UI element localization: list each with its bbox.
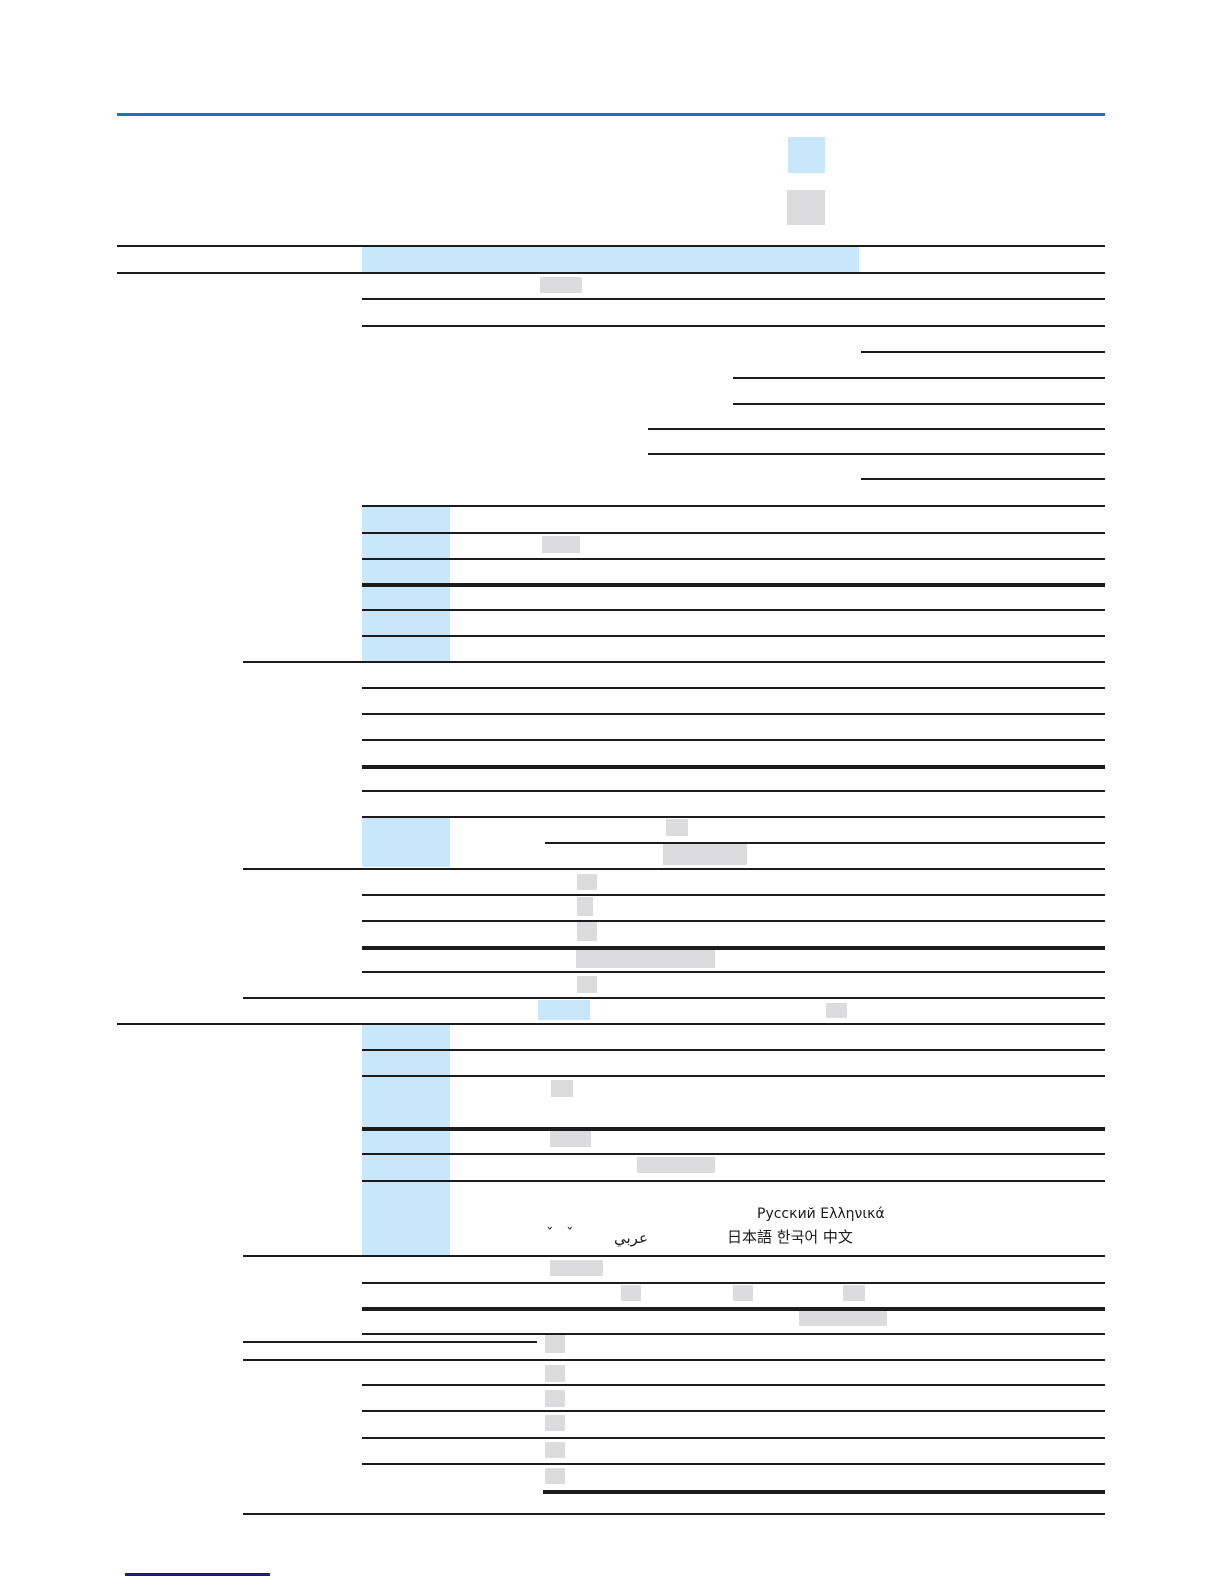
row-line [362, 920, 1105, 922]
highlight-row-bar [362, 246, 859, 272]
redacted-text-box [843, 1285, 865, 1301]
redacted-text-box [637, 1157, 715, 1173]
redacted-text-box [542, 536, 580, 553]
row-line-thick [362, 1307, 1105, 1311]
redacted-text-box [551, 1080, 573, 1097]
row-line [733, 403, 1105, 405]
redacted-text-box [545, 1335, 565, 1353]
section-divider-line [243, 1359, 1105, 1361]
section-divider-line [117, 1023, 1105, 1025]
row-line [648, 453, 1105, 455]
redacted-text-box [545, 1415, 565, 1431]
row-line [362, 790, 1105, 792]
row-line [362, 325, 1105, 327]
row-line [362, 1410, 1105, 1412]
redacted-text-box [545, 1468, 565, 1484]
row-line [362, 609, 1105, 611]
row-line [362, 713, 1105, 715]
redacted-text-box [545, 1390, 565, 1407]
header-redacted-box [787, 190, 825, 225]
redacted-text-box [577, 976, 597, 993]
row-line [362, 1075, 1105, 1077]
row-line [362, 1049, 1105, 1051]
redacted-text-box [576, 950, 715, 968]
row-line [733, 377, 1105, 379]
redacted-text-box [550, 1130, 591, 1147]
row-line-thick [362, 583, 1105, 587]
row-line-thick [362, 946, 1105, 950]
section-divider-line [243, 997, 1105, 999]
row-line [648, 428, 1105, 430]
row-line-thick [362, 765, 1105, 769]
redacted-text-box [826, 1003, 847, 1018]
section-divider-line [117, 272, 1105, 274]
diacritic-mark: ˇ [566, 1225, 574, 1243]
partial-divider-line [243, 1341, 537, 1343]
row-line [362, 532, 1105, 534]
language-label-cyrillic-greek: Русский Ελληνικά [757, 1206, 885, 1222]
row-line [362, 971, 1105, 973]
row-line [362, 1437, 1105, 1439]
redacted-text-box [733, 1285, 753, 1301]
redacted-text-box [663, 843, 747, 865]
row-line [861, 351, 1105, 353]
row-line [362, 1384, 1105, 1386]
redacted-text-box [799, 1310, 887, 1326]
row-line [362, 894, 1105, 896]
section-divider-line [117, 245, 1105, 247]
redacted-text-box [666, 819, 688, 836]
row-line [362, 1333, 1105, 1335]
redacted-text-box [577, 897, 593, 916]
row-line [545, 842, 1105, 844]
redacted-text-box [577, 922, 597, 941]
row-line-thick [362, 1127, 1105, 1131]
highlight-cell [362, 817, 450, 867]
redacted-text-box [545, 1442, 565, 1458]
row-line [362, 816, 1105, 818]
diacritic-mark: ˇ [546, 1225, 554, 1243]
section-divider-line [243, 868, 1105, 870]
row-line [362, 1282, 1105, 1284]
redacted-text-box [621, 1285, 641, 1301]
section-divider-line [243, 1513, 1105, 1515]
highlight-column-block [362, 1024, 450, 1255]
row-line [362, 505, 1105, 507]
row-line-thick [543, 1490, 1105, 1494]
redacted-text-box [577, 874, 597, 890]
highlight-cell [538, 1000, 590, 1020]
redacted-text-box [550, 1260, 603, 1276]
row-line [362, 558, 1105, 560]
row-line [362, 1463, 1105, 1465]
language-label-cjk: 日本語 한국어 中文 [727, 1228, 853, 1246]
footer-link-underline[interactable] [125, 1573, 270, 1576]
redacted-text-box [540, 277, 582, 293]
row-line [861, 478, 1105, 480]
row-line [362, 298, 1105, 300]
header-rule [117, 113, 1105, 116]
section-divider-line [243, 1255, 1105, 1257]
row-line [362, 1180, 1105, 1182]
row-line [362, 739, 1105, 741]
redacted-text-box [545, 1365, 565, 1382]
row-line [362, 635, 1105, 637]
row-line [362, 687, 1105, 689]
header-highlight-box [788, 137, 825, 173]
language-label-arabic: عربي [614, 1229, 648, 1247]
row-line [362, 1153, 1105, 1155]
section-divider-line [243, 661, 1105, 663]
